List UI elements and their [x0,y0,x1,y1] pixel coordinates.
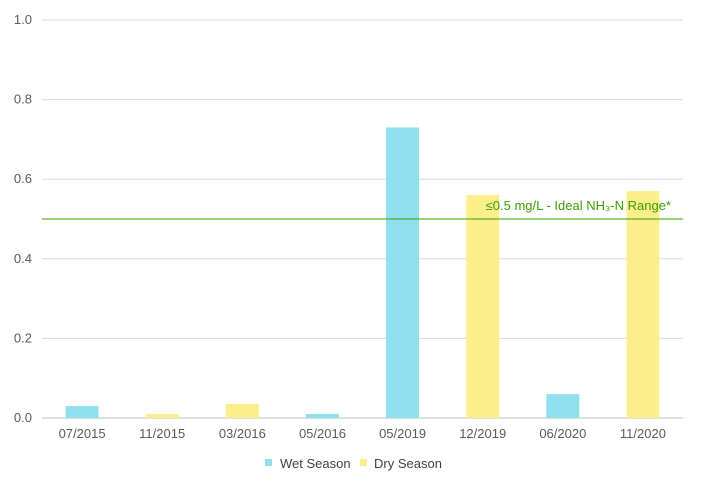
x-tick-label: 05/2016 [299,426,346,441]
y-tick-label: 0.6 [14,171,32,186]
legend-label: Dry Season [374,456,442,471]
y-tick-label: 1.0 [14,12,32,27]
x-axis-ticks: 07/2015 11/2015 03/2016 05/2016 05/2019 12/20… [59,426,666,441]
bar-wet-season [305,414,339,418]
bar-dry-season [145,414,179,418]
x-tick-label: 11/2020 [620,426,666,441]
legend: Wet Season Dry Season [265,456,442,471]
x-tick-label: 05/2019 [379,426,426,441]
y-tick-label: 0.0 [14,410,32,425]
bars [65,127,660,419]
x-tick-label: 03/2016 [219,426,266,441]
x-tick-label: 07/2015 [59,426,106,441]
bar-dry-season [225,404,259,418]
bar-dry-season [466,195,500,418]
legend-swatch [360,459,367,466]
reference-line-group: ≤0.5 mg/L - Ideal NH₃-N Range* [42,198,683,220]
y-tick-label: 0.4 [14,251,32,266]
y-tick-label: 0.8 [14,92,32,107]
y-axis-ticks: 0.0 0.2 0.4 0.6 0.8 1.0 [14,12,32,425]
bar-wet-season [386,127,420,419]
legend-label: Wet Season [280,456,351,471]
x-tick-label: 12/2019 [459,426,506,441]
y-tick-label: 0.2 [14,330,32,345]
bar-wet-season [65,406,99,418]
bar-wet-season [546,394,580,418]
legend-swatch [265,459,272,466]
reference-line-label: ≤0.5 mg/L - Ideal NH₃-N Range* [486,198,671,213]
x-tick-label: 06/2020 [539,426,586,441]
bar-dry-season [626,191,660,418]
x-tick-label: 11/2015 [139,426,185,441]
